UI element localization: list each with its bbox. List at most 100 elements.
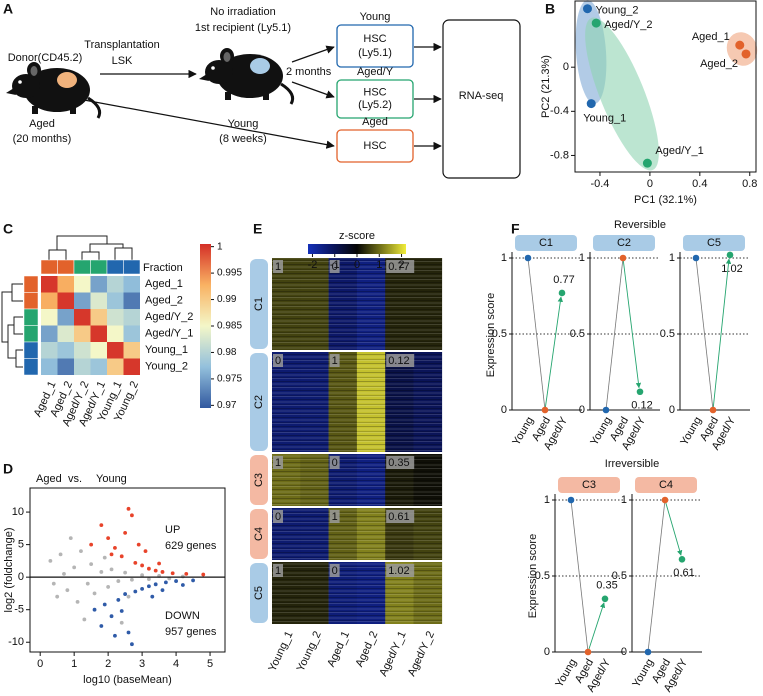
y-tick-label: 0: [544, 646, 550, 658]
donor-age: Aged: [29, 118, 55, 130]
point: [51, 581, 56, 586]
plot-frame: [574, 0, 757, 173]
connector: [605, 257, 624, 411]
heatmap-cell: [57, 342, 74, 359]
score-box: [329, 510, 340, 523]
y-tick-label: 0.5: [492, 328, 507, 340]
point: [99, 570, 104, 574]
dendrogram: [1, 235, 133, 368]
point: [113, 545, 117, 550]
heatmap-cell: [74, 358, 91, 375]
group-ellipse: [585, 17, 659, 171]
plot-frame: [29, 487, 226, 653]
point: [113, 633, 117, 638]
group-box: [336, 79, 414, 119]
y-tick-label: 1: [579, 252, 585, 264]
texture: [272, 454, 442, 506]
point: [191, 578, 195, 583]
point: [567, 496, 575, 504]
point-label: Aged_1: [692, 31, 730, 43]
x-axis-label: log10 (baseMean): [83, 674, 172, 686]
cluster-tag: [593, 235, 655, 251]
x-tick-label: 1: [71, 658, 77, 670]
connector-arrow: [544, 296, 563, 411]
point: [170, 571, 175, 576]
heatmap-cell: [107, 325, 124, 342]
cluster-tag: [250, 563, 268, 623]
point: [89, 562, 94, 567]
point: [119, 609, 124, 613]
point: [106, 536, 111, 541]
point: [102, 602, 107, 607]
cluster-label: C2: [253, 395, 265, 409]
point: [55, 594, 60, 599]
x-tick-label: 5: [207, 658, 213, 670]
score-label: 1: [332, 511, 338, 523]
point: [79, 549, 83, 554]
point: [89, 542, 94, 547]
heatmap-cell: [107, 292, 124, 309]
x-tick-label: -0.4: [590, 178, 609, 190]
arrow: [83, 99, 335, 149]
connector: [570, 499, 589, 653]
y-tick-label: 0.5: [535, 570, 550, 582]
point: [140, 573, 145, 578]
point: [726, 251, 734, 259]
cluster-tag: [683, 235, 745, 251]
colorbar: [200, 244, 211, 408]
cluster-tag: [250, 353, 268, 451]
score-box: [329, 354, 340, 367]
column-label: Young_2: [295, 629, 324, 673]
heatmap-cell: [57, 358, 74, 375]
connector-arrow: [664, 499, 683, 556]
value-label: 1.02: [721, 263, 742, 275]
connector-arrow: [622, 257, 642, 389]
point: [601, 595, 609, 603]
group-label: Aged: [362, 116, 388, 128]
score-label: 1.02: [388, 565, 409, 577]
heatmap-cell: [74, 292, 91, 309]
y-axis-label: log2 (foldchange): [3, 527, 15, 612]
heatmap-cell: [123, 292, 140, 309]
x-tick-label: 4: [173, 658, 179, 670]
point: [147, 566, 151, 571]
point: [68, 536, 73, 541]
point: [201, 572, 206, 577]
chart-title: Aged: [36, 473, 62, 485]
cluster-tag: [250, 455, 268, 505]
point: [678, 555, 686, 563]
cluster-label: C1: [539, 237, 553, 249]
cluster-label: C4: [659, 479, 673, 491]
point: [119, 620, 124, 625]
connector: [527, 257, 546, 411]
annotation: 629 genes: [165, 540, 217, 552]
group-box-text: HSC: [363, 87, 386, 99]
panel-label: C: [3, 221, 13, 237]
cluster-tag: [515, 235, 577, 251]
score-box: [329, 456, 340, 469]
point: [184, 572, 189, 576]
row-label: Aged_2: [145, 295, 183, 307]
point: [62, 572, 66, 576]
donor-age: (20 months): [13, 133, 72, 145]
point: [642, 158, 652, 168]
point: [582, 4, 592, 14]
annotation: DOWN: [165, 610, 200, 622]
y-tick-label: 1: [621, 494, 627, 506]
point: [126, 630, 131, 635]
heatmap-cell: [123, 325, 140, 342]
heatmap-cell: [41, 309, 58, 326]
point: [591, 18, 601, 28]
mouse-recipient: [199, 48, 295, 105]
y-tick-label: 1: [669, 252, 675, 264]
colorbar-tick-label: 0: [354, 259, 360, 271]
point-label: Young_2: [595, 5, 638, 17]
x-tick-label: 0.4: [692, 178, 707, 190]
score-box: [386, 564, 415, 577]
point: [116, 598, 121, 602]
heatmap-cell: [123, 276, 140, 293]
heatmap-cell: [57, 276, 74, 293]
point: [619, 254, 627, 262]
heatmap-cell: [41, 342, 58, 359]
